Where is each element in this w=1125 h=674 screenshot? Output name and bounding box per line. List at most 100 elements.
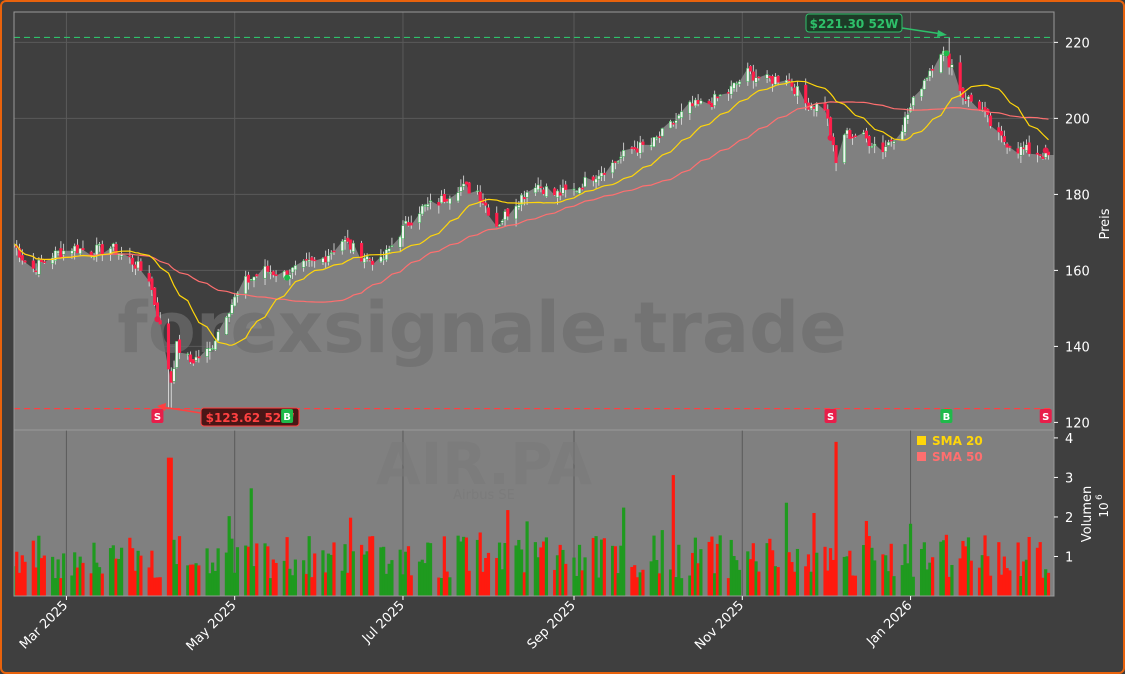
volume-bar	[597, 577, 601, 596]
volume-bar	[197, 565, 201, 596]
buy-signal-label: B	[283, 412, 291, 423]
volume-bar	[100, 573, 104, 596]
volume-bar	[359, 544, 364, 596]
candle-body	[291, 267, 295, 273]
sell-signal-dot	[154, 316, 161, 323]
sell-signal-dot	[1042, 147, 1049, 154]
volume-bar	[564, 563, 568, 596]
volume-bar	[409, 575, 413, 596]
candle-body	[1027, 142, 1031, 154]
volume-bar	[111, 545, 115, 596]
candle-body	[696, 100, 700, 104]
volume-bar	[486, 552, 491, 596]
volume-bar	[638, 572, 642, 596]
candle-body	[191, 359, 195, 364]
volume-bar	[462, 536, 466, 596]
candle-body	[147, 273, 151, 282]
volume-bar	[746, 551, 750, 596]
candle-body	[977, 101, 982, 111]
volume-bar	[999, 574, 1004, 596]
candle-body	[635, 148, 639, 153]
candle-body	[266, 265, 270, 272]
volume-bar	[889, 543, 893, 596]
candle-body	[136, 260, 140, 269]
candle-body	[329, 252, 333, 255]
candle-body	[862, 132, 866, 135]
volume-bar	[169, 457, 173, 596]
candle-body	[787, 79, 791, 81]
volume-bar	[321, 550, 325, 596]
candle-body	[186, 353, 190, 356]
volume-bar	[406, 546, 411, 596]
candle-body	[211, 348, 215, 350]
candle-body	[520, 194, 524, 205]
volume-bar	[39, 558, 44, 596]
candle-body	[688, 101, 692, 114]
volume-bar	[252, 566, 256, 596]
sell-signal-dot	[827, 134, 834, 141]
candle-body	[100, 244, 104, 255]
candle-body	[591, 176, 595, 181]
volume-bar	[329, 554, 333, 596]
candle-body	[853, 135, 857, 138]
volume-bar	[1002, 556, 1006, 596]
volume-bar	[718, 535, 722, 596]
candle-body	[522, 197, 526, 200]
candle-body	[630, 147, 634, 149]
volume-bar	[20, 555, 24, 596]
volume-bar	[368, 536, 372, 596]
candle-body	[575, 191, 579, 193]
volume-bar	[456, 535, 460, 596]
candle-body	[699, 100, 703, 105]
volume-bar	[806, 554, 811, 596]
volume-tick-label: 4	[1065, 432, 1073, 447]
volume-bar	[216, 548, 220, 596]
volume-bar	[139, 555, 143, 596]
date-tick-label: Nov 2025	[692, 598, 747, 653]
legend-sma50-label: SMA 50	[932, 450, 983, 464]
candle-body	[713, 93, 717, 106]
candle-body	[20, 255, 24, 261]
high-52w-arrowhead	[937, 30, 947, 37]
candle-body	[365, 256, 369, 260]
volume-bar	[285, 537, 289, 596]
volume-bar	[186, 565, 190, 596]
volume-bar	[848, 550, 852, 596]
volume-bar	[362, 554, 366, 596]
candle-body	[583, 177, 587, 188]
candle-body	[677, 115, 681, 120]
candle-body	[655, 137, 659, 139]
candle-body	[89, 251, 93, 256]
volume-bar	[635, 577, 640, 596]
volume-bar	[561, 549, 565, 596]
volume-bar	[1046, 572, 1051, 596]
volume-bar	[459, 541, 463, 596]
volume-bar	[497, 542, 502, 596]
volume-bar	[677, 544, 681, 596]
candle-body	[75, 244, 79, 254]
volume-bar	[59, 578, 63, 596]
volume-bar	[235, 547, 240, 596]
volume-bar	[602, 538, 606, 596]
volume-bar	[983, 535, 987, 596]
axis-titles: Preis Volumen 10 6	[1080, 208, 1113, 542]
candle-body	[539, 186, 543, 189]
sell-signal-label: S	[154, 412, 161, 423]
candle-body	[751, 71, 755, 81]
volume-bar	[133, 570, 137, 596]
volume-bar	[398, 549, 402, 596]
sell-signal-badge	[151, 409, 164, 423]
candle-body	[1024, 144, 1028, 151]
legend-sma50-swatch	[917, 452, 926, 461]
candle-body	[233, 296, 237, 307]
candle-body	[37, 259, 41, 275]
candle-body	[362, 257, 366, 263]
volume-bar	[81, 562, 85, 596]
candle-body	[823, 103, 827, 111]
volume-panel-border	[13, 429, 1055, 597]
candle-body	[302, 260, 306, 268]
volume-bar	[439, 577, 444, 596]
volume-bar	[73, 552, 77, 596]
candle-body	[224, 316, 228, 335]
volume-bar	[616, 573, 620, 596]
